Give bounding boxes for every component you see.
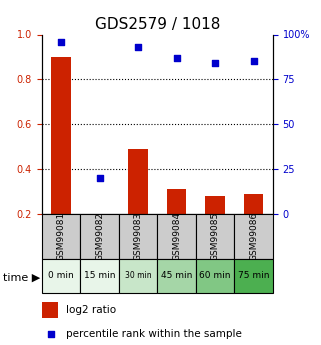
FancyBboxPatch shape	[157, 259, 196, 293]
Bar	[167, 189, 186, 214]
FancyBboxPatch shape	[80, 214, 119, 259]
Point	[213, 60, 218, 66]
Bar	[205, 196, 225, 214]
Point	[135, 44, 141, 50]
Point	[174, 55, 179, 61]
Text: 60 min: 60 min	[199, 272, 231, 280]
Text: GSM99084: GSM99084	[172, 212, 181, 261]
Bar	[42, 302, 58, 318]
Text: 30 min: 30 min	[125, 272, 151, 280]
Text: GSM99086: GSM99086	[249, 212, 258, 261]
Title: GDS2579 / 1018: GDS2579 / 1018	[95, 17, 220, 32]
Bar	[128, 149, 148, 214]
FancyBboxPatch shape	[234, 214, 273, 259]
Text: GSM99083: GSM99083	[134, 212, 143, 261]
Text: 75 min: 75 min	[238, 272, 269, 280]
Text: log2 ratio: log2 ratio	[66, 305, 117, 315]
Text: GSM99085: GSM99085	[211, 212, 220, 261]
Text: percentile rank within the sample: percentile rank within the sample	[66, 329, 242, 339]
FancyBboxPatch shape	[42, 214, 80, 259]
FancyBboxPatch shape	[42, 259, 80, 293]
Bar	[51, 57, 71, 214]
Text: 15 min: 15 min	[84, 272, 115, 280]
Point	[97, 175, 102, 181]
Text: 0 min: 0 min	[48, 272, 74, 280]
Point	[251, 59, 256, 64]
FancyBboxPatch shape	[196, 259, 234, 293]
FancyBboxPatch shape	[80, 259, 119, 293]
Bar	[244, 194, 263, 214]
Text: GSM99082: GSM99082	[95, 212, 104, 261]
FancyBboxPatch shape	[196, 214, 234, 259]
Text: 45 min: 45 min	[161, 272, 192, 280]
FancyBboxPatch shape	[157, 214, 196, 259]
FancyBboxPatch shape	[234, 259, 273, 293]
Point	[262, 221, 267, 227]
FancyBboxPatch shape	[119, 259, 157, 293]
Text: time ▶: time ▶	[3, 273, 40, 283]
FancyBboxPatch shape	[119, 214, 157, 259]
Text: GSM99081: GSM99081	[56, 212, 65, 261]
Point	[58, 39, 64, 45]
